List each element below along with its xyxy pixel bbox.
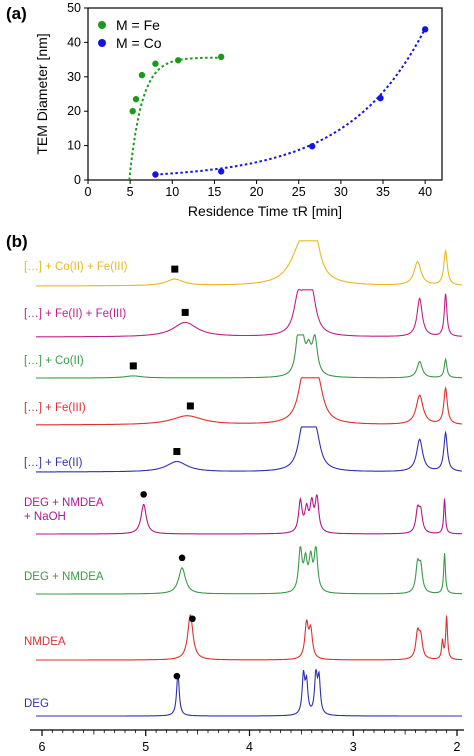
- y-tick-label: 20: [67, 104, 81, 118]
- co-data-point: [152, 171, 159, 178]
- y-axis-title: TEM Diameter [nm]: [34, 33, 50, 154]
- fe-data-point: [138, 71, 146, 79]
- x-axis-title: Residence Time τR [min]: [188, 203, 342, 219]
- spectrum-trace: [36, 334, 462, 379]
- trace-label: […] + Co(II) + Fe(III): [24, 261, 128, 273]
- x-tick-label: 35: [376, 185, 390, 199]
- spectrum-trace: [36, 289, 463, 338]
- marker-square: [173, 448, 181, 456]
- co-data-point: [217, 168, 225, 175]
- y-tick-label: 30: [67, 70, 81, 84]
- trace-label-line: DEG + NMDEA: [24, 497, 104, 509]
- panel-a-label: (a): [6, 4, 27, 23]
- co-data-point: [309, 143, 316, 150]
- y-tick-label: 40: [67, 35, 81, 49]
- x-tick-label: 20: [250, 185, 264, 199]
- spectrum-trace: [36, 494, 463, 535]
- x-tick-label: 4: [246, 740, 253, 754]
- trace-label: […] + Fe(II): [24, 457, 83, 469]
- x-tick-label: 5: [142, 740, 149, 754]
- legend-marker: [98, 39, 106, 47]
- marker-circle: [178, 554, 186, 562]
- co-data-point: [377, 94, 384, 102]
- x-tick-label: 30: [334, 185, 348, 199]
- x-tick-label: 40: [418, 185, 432, 199]
- marker-circle: [189, 615, 196, 623]
- co-fit-curve: [155, 27, 426, 176]
- y-tick-label: 50: [67, 1, 81, 15]
- trace-label: DEG + NMDEA + NaOH: [24, 497, 104, 523]
- marker-square: [181, 308, 189, 316]
- y-tick-label: 10: [67, 139, 81, 153]
- plot-frame: [87, 7, 443, 181]
- fe-data-point: [217, 53, 225, 61]
- x-tick-label: 6: [39, 740, 46, 754]
- x-tick-label: 10: [165, 185, 179, 199]
- fe-data-point: [174, 57, 182, 64]
- x-tick-label: 25: [292, 185, 306, 199]
- spectrum-trace: [36, 546, 462, 595]
- fe-data-point: [152, 60, 159, 67]
- panel-b-label: (b): [6, 232, 28, 251]
- marker-square: [171, 265, 179, 273]
- x-tick-label: 5: [127, 185, 134, 199]
- x-tick-label: 3: [350, 740, 357, 754]
- panel-b-chart: […] + Co(II) + Fe(III) […] + Fe(II) + Fe(…: [24, 240, 464, 754]
- spectrum-trace: [36, 377, 463, 426]
- trace-label-line: + NaOH: [24, 511, 66, 523]
- trace-label: DEG: [24, 698, 49, 710]
- fe-data-point: [132, 95, 140, 103]
- marker-circle: [173, 672, 181, 680]
- panel-a-chart: 0 5 10 15 20 25 30 35 40 0 10 20 30 40 50 Residence Tim…: [34, 1, 443, 219]
- legend-marker: [98, 21, 106, 29]
- fe-data-point: [129, 108, 136, 115]
- spectrum-trace: [36, 240, 463, 287]
- fe-fit-curve: [128, 56, 222, 181]
- trace-label: NMDEA: [24, 636, 66, 648]
- spectrum-trace: [36, 668, 462, 717]
- y-tick-label: 0: [74, 173, 81, 187]
- x-tick-label: 15: [207, 185, 221, 199]
- legend-entry: M = Fe: [116, 17, 160, 33]
- x-tick-label: 0: [85, 185, 92, 199]
- spectrum-trace: [36, 426, 462, 473]
- marker-square: [129, 362, 137, 370]
- co-data-point: [421, 26, 429, 33]
- x-tick-label: 2: [454, 740, 461, 754]
- marker-circle: [140, 491, 147, 498]
- spectrum-trace: [36, 613, 462, 661]
- trace-label: […] + Co(II): [24, 355, 84, 367]
- trace-label: […] + Fe(II) + Fe(III): [24, 308, 126, 320]
- legend-entry: M = Co: [116, 35, 162, 51]
- marker-square: [186, 402, 194, 410]
- trace-label: DEG + NMDEA: [24, 571, 104, 583]
- trace-label: […] + Fe(III): [24, 402, 86, 414]
